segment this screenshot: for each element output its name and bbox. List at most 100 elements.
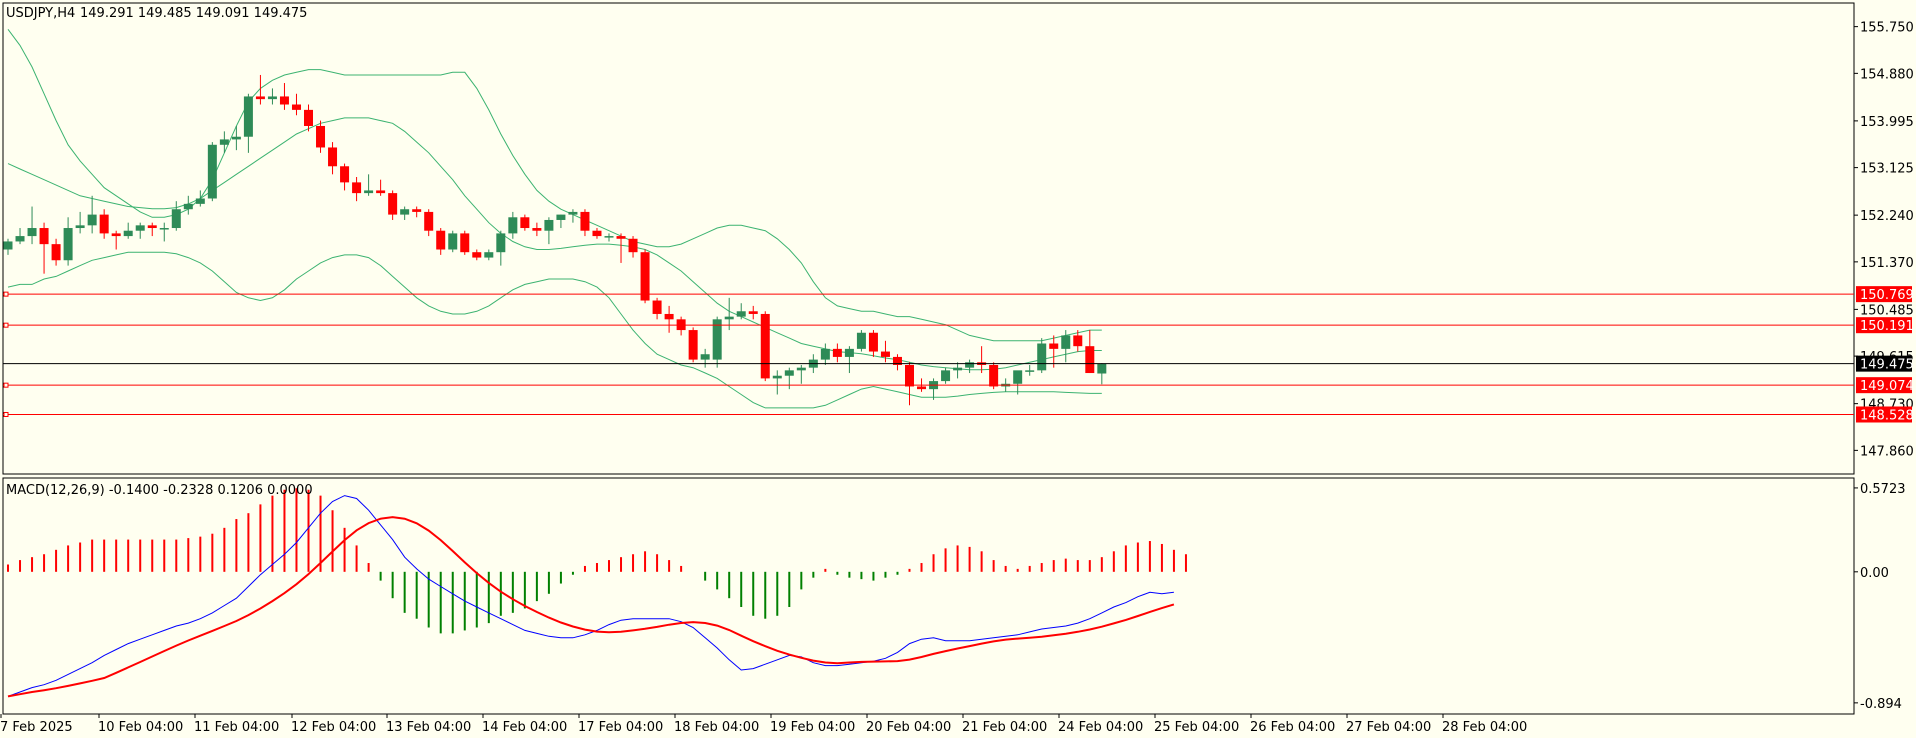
candle-body bbox=[99, 214, 109, 234]
candle bbox=[1013, 370, 1023, 395]
candle bbox=[941, 367, 951, 384]
candle-body bbox=[255, 96, 265, 100]
candle bbox=[75, 211, 85, 234]
candle-body bbox=[724, 316, 734, 320]
candle-body bbox=[400, 209, 410, 215]
candle-body bbox=[1097, 363, 1107, 374]
candle-body bbox=[856, 332, 866, 349]
candle bbox=[820, 343, 830, 365]
candle-body bbox=[532, 228, 542, 231]
candle-body bbox=[171, 209, 181, 229]
candle-body bbox=[652, 300, 662, 314]
candle bbox=[328, 142, 338, 175]
candle-body bbox=[316, 125, 326, 148]
candle bbox=[279, 83, 289, 110]
price-tick-label: 153.995 bbox=[1860, 115, 1914, 130]
price-panel: 155.750 154.880 153.995 153.125 152.240 151.3… bbox=[2, 2, 1914, 475]
candle-body bbox=[592, 230, 602, 237]
candle-body bbox=[736, 311, 746, 317]
price-panel-frame bbox=[2, 2, 1855, 475]
candle-body bbox=[364, 190, 374, 194]
candle-body bbox=[304, 109, 313, 126]
candle-body bbox=[195, 198, 205, 204]
candle bbox=[123, 222, 133, 239]
candle bbox=[51, 238, 61, 266]
candle-body bbox=[664, 313, 674, 320]
candle bbox=[832, 343, 842, 363]
price-tick-label: 154.880 bbox=[1860, 67, 1914, 82]
time-axis: 7 Feb 2025 10 Feb 04:00 11 Feb 04:00 12 Feb… bbox=[0, 714, 1527, 735]
macd-tick-label: 0.00 bbox=[1860, 566, 1889, 581]
time-tick-label: 26 Feb 04:00 bbox=[1250, 720, 1335, 735]
time-tick-label: 12 Feb 04:00 bbox=[291, 720, 376, 735]
candle bbox=[544, 217, 554, 245]
candle-body bbox=[1049, 343, 1059, 349]
candle-body bbox=[291, 104, 301, 110]
time-tick-label: 24 Feb 04:00 bbox=[1058, 720, 1143, 735]
candle bbox=[604, 233, 614, 242]
level-tag-label: 149.074 bbox=[1860, 379, 1914, 394]
candle-body bbox=[1013, 370, 1023, 384]
candle-body bbox=[700, 354, 710, 360]
candle-body bbox=[75, 225, 85, 229]
candle bbox=[304, 104, 313, 132]
candle-body bbox=[760, 313, 770, 379]
level-anchor bbox=[3, 411, 9, 417]
candle bbox=[664, 305, 674, 333]
candle-body bbox=[63, 228, 73, 261]
candle bbox=[484, 249, 494, 261]
candle bbox=[316, 120, 326, 153]
candle bbox=[496, 230, 506, 266]
candle bbox=[195, 190, 205, 207]
candle bbox=[436, 228, 446, 255]
candle bbox=[412, 206, 422, 218]
candle-body bbox=[508, 217, 518, 234]
candle bbox=[39, 222, 49, 274]
candle bbox=[1049, 335, 1059, 368]
current-price-label: 149.475 bbox=[1860, 358, 1914, 373]
time-tick-label: 27 Feb 04:00 bbox=[1346, 720, 1431, 735]
candle bbox=[15, 228, 25, 245]
candle bbox=[508, 211, 518, 239]
time-tick-label: 13 Feb 04:00 bbox=[386, 720, 471, 735]
candle-body bbox=[460, 233, 470, 253]
candle-body bbox=[1037, 343, 1047, 371]
candle-body bbox=[147, 225, 157, 229]
candle-body bbox=[267, 96, 277, 100]
macd-main-line bbox=[7, 495, 1174, 697]
level-tag bbox=[1856, 286, 1912, 303]
price-tick-label: 153.125 bbox=[1860, 162, 1914, 177]
time-tick-label: 21 Feb 04:00 bbox=[962, 720, 1047, 735]
time-tick-label: 28 Feb 04:00 bbox=[1442, 720, 1527, 735]
candle bbox=[243, 93, 253, 153]
candle-body bbox=[219, 139, 229, 145]
candle-body bbox=[388, 193, 398, 215]
candle bbox=[63, 217, 73, 266]
candle-body bbox=[340, 166, 350, 183]
candle bbox=[640, 249, 650, 304]
candle-body bbox=[231, 136, 241, 140]
time-tick-label: 19 Feb 04:00 bbox=[770, 720, 855, 735]
level-tag-label: 150.191 bbox=[1860, 319, 1914, 334]
candle bbox=[688, 327, 698, 363]
candle bbox=[291, 93, 301, 116]
candle bbox=[231, 125, 241, 151]
candle bbox=[207, 142, 217, 202]
candle-body bbox=[448, 233, 458, 250]
candle bbox=[171, 201, 181, 231]
candle-body bbox=[892, 356, 902, 365]
candle-body bbox=[1073, 335, 1083, 347]
candle-body bbox=[376, 190, 386, 194]
candle-body bbox=[784, 370, 794, 376]
macd-tick-label: 0.5723 bbox=[1860, 482, 1906, 497]
candle-body bbox=[640, 252, 650, 301]
candle bbox=[556, 214, 566, 229]
candle bbox=[388, 190, 398, 220]
candle-body bbox=[328, 147, 338, 167]
candle bbox=[856, 330, 866, 352]
candle bbox=[424, 209, 434, 237]
candle bbox=[267, 88, 277, 105]
candle bbox=[352, 177, 362, 202]
level-tag-label: 148.528 bbox=[1860, 408, 1914, 423]
